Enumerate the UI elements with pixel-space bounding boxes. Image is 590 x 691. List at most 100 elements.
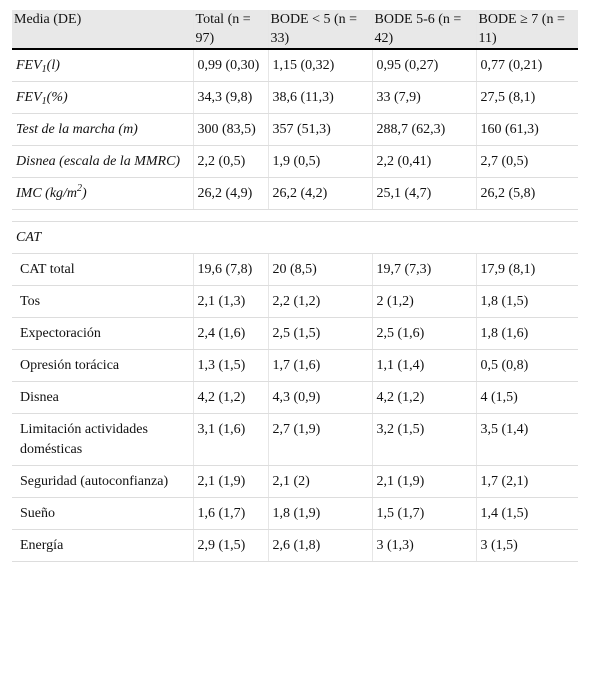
row-label: Sueño — [12, 497, 193, 530]
table-cell: 26,2 (5,8) — [475, 177, 578, 210]
table-cell: 1,9 (0,5) — [267, 145, 372, 178]
label-text: Tos — [20, 294, 41, 309]
label-text: (%) — [46, 90, 68, 105]
table-cell: 0,77 (0,21) — [475, 49, 578, 82]
table-cell: 2,1 (1,9) — [371, 465, 476, 498]
table-cell: 27,5 (8,1) — [475, 81, 578, 114]
table-cell: 288,7 (62,3) — [371, 113, 476, 146]
label-superscript: 2 — [77, 183, 83, 194]
table-cell: 357 (51,3) — [267, 113, 372, 146]
table-cell: 19,7 (7,3) — [371, 253, 476, 286]
table-header: Media (DE) Total (n = 97) BODE < 5 (n = 33… — [12, 10, 578, 50]
header-cell: BODE < 5 (n = 33) — [267, 10, 372, 50]
table-cell: 4,2 (1,2) — [192, 381, 268, 414]
row-label: FEV1(l) — [12, 49, 193, 82]
table-cell: 2,2 (1,2) — [267, 285, 372, 318]
section-row: CAT — [12, 221, 578, 254]
table-cell: 1,3 (1,5) — [192, 349, 268, 382]
table-row: Opresión torácica 1,3 (1,5) 1,7 (1,6) 1,1 (… — [12, 349, 578, 382]
row-label: Disnea — [12, 381, 193, 414]
spacer-cell — [12, 209, 578, 222]
label-text: CAT total — [20, 262, 75, 277]
label-text: FEV — [16, 90, 42, 105]
header-cell: BODE ≥ 7 (n = 11) — [475, 10, 578, 50]
table-row: CAT total 19,6 (7,8) 20 (8,5) 19,7 (7,3) 17,… — [12, 253, 578, 286]
table-cell: 1,7 (1,6) — [267, 349, 372, 382]
table-row: Disnea 4,2 (1,2) 4,3 (0,9) 4,2 (1,2) 4 (1,5) — [12, 381, 578, 414]
table-row: FEV1(l) 0,99 (0,30) 1,15 (0,32) 0,95 (0,27)… — [12, 49, 578, 82]
table-cell: 26,2 (4,2) — [267, 177, 372, 210]
header-cell: Media (DE) — [12, 10, 193, 50]
table-row: Expectoración 2,4 (1,6) 2,5 (1,5) 2,5 (1,6)… — [12, 317, 578, 350]
label-text: Test de la marcha (m) — [16, 122, 138, 137]
row-label: Seguridad (autoconfianza) — [12, 465, 193, 498]
label-text: Sueño — [20, 506, 55, 521]
table-cell: 2,2 (0,5) — [192, 145, 268, 178]
table-cell: 26,2 (4,9) — [192, 177, 268, 210]
label-text: ) — [82, 186, 87, 201]
table-cell: 2,5 (1,6) — [371, 317, 476, 350]
row-label: Tos — [12, 285, 193, 318]
table-cell: 0,95 (0,27) — [371, 49, 476, 82]
table-cell: 2 (1,2) — [371, 285, 476, 318]
table-cell: 4 (1,5) — [475, 381, 578, 414]
table-cell: 19,6 (7,8) — [192, 253, 268, 286]
table-body: FEV1(l) 0,99 (0,30) 1,15 (0,32) 0,95 (0,27)… — [12, 49, 578, 562]
table-cell: 1,7 (2,1) — [475, 465, 578, 498]
label-text: Disnea — [20, 390, 59, 405]
table-cell: 2,1 (2) — [267, 465, 372, 498]
table-cell: 38,6 (11,3) — [267, 81, 372, 114]
table-cell: 1,8 (1,6) — [475, 317, 578, 350]
table-cell: 0,99 (0,30) — [192, 49, 268, 82]
label-subscript: 1 — [41, 96, 47, 107]
table-cell: 4,2 (1,2) — [371, 381, 476, 414]
table-cell: 34,3 (9,8) — [192, 81, 268, 114]
header-cell: BODE 5-6 (n = 42) — [371, 10, 476, 50]
row-label: IMC (kg/m2) — [12, 177, 193, 210]
table-cell: 1,1 (1,4) — [371, 349, 476, 382]
label-text: Energía — [20, 538, 64, 553]
table-cell: 25,1 (4,7) — [371, 177, 476, 210]
spacer-row — [12, 209, 578, 222]
table-cell: 300 (83,5) — [192, 113, 268, 146]
label-text: IMC (kg/m — [16, 186, 78, 201]
table-cell: 160 (61,3) — [475, 113, 578, 146]
table-cell: 2,1 (1,3) — [192, 285, 268, 318]
row-label: FEV1(%) — [12, 81, 193, 114]
label-text: Limitación actividades domésticas — [20, 422, 148, 457]
table-cell: 2,9 (1,5) — [192, 529, 268, 562]
label-text: (l) — [46, 58, 60, 73]
section-title: CAT — [12, 221, 578, 254]
table-row: Sueño 1,6 (1,7) 1,8 (1,9) 1,5 (1,7) 1,4 (1,5… — [12, 497, 578, 530]
table-cell: 2,7 (0,5) — [475, 145, 578, 178]
label-text: Expectoración — [20, 326, 101, 341]
header-row: Media (DE) Total (n = 97) BODE < 5 (n = 33… — [12, 10, 578, 50]
table-row: Limitación actividades domésticas 3,1 (1,… — [12, 413, 578, 466]
row-label: Test de la marcha (m) — [12, 113, 193, 146]
row-label: Limitación actividades domésticas — [12, 413, 193, 466]
table-cell: 1,4 (1,5) — [475, 497, 578, 530]
table-cell: 1,15 (0,32) — [267, 49, 372, 82]
table-cell: 1,6 (1,7) — [192, 497, 268, 530]
table-row: Disnea (escala de la MMRC) 2,2 (0,5) 1,9 (… — [12, 145, 578, 178]
row-label: Disnea (escala de la MMRC) — [12, 145, 193, 178]
table-cell: 20 (8,5) — [267, 253, 372, 286]
table-cell: 2,7 (1,9) — [267, 413, 372, 466]
table-cell: 0,5 (0,8) — [475, 349, 578, 382]
row-label: Opresión torácica — [12, 349, 193, 382]
table-cell: 1,5 (1,7) — [371, 497, 476, 530]
table-row: Test de la marcha (m) 300 (83,5) 357 (51,3… — [12, 113, 578, 146]
table-cell: 1,8 (1,9) — [267, 497, 372, 530]
data-table: Media (DE) Total (n = 97) BODE < 5 (n = 33… — [12, 10, 578, 562]
label-subscript: 1 — [41, 64, 47, 75]
table-cell: 3 (1,5) — [475, 529, 578, 562]
table-cell: 3,1 (1,6) — [192, 413, 268, 466]
table-cell: 4,3 (0,9) — [267, 381, 372, 414]
table-cell: 2,2 (0,41) — [371, 145, 476, 178]
label-text: Disnea (escala de la MMRC) — [16, 154, 181, 169]
row-label: Expectoración — [12, 317, 193, 350]
table-cell: 3 (1,3) — [371, 529, 476, 562]
table-cell: 3,2 (1,5) — [371, 413, 476, 466]
header-cell: Total (n = 97) — [192, 10, 268, 50]
